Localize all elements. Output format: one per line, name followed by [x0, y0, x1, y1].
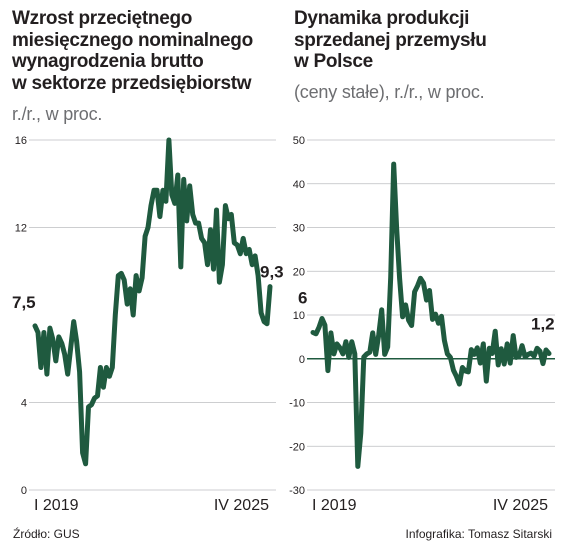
wages-series-line	[32, 137, 273, 467]
wages-chart-subtitle: r./r., w proc.	[12, 104, 103, 124]
industry-title-line-2: sprzedanej przemysłu	[294, 29, 487, 51]
wages-x-tick-1: IV 2025	[214, 497, 269, 514]
industry-chart-title: Dynamika produkcji sprzedanej przemysłu …	[294, 8, 487, 73]
industry-y-tick-labels: -30 -20 -10 0 10 20 30 40 50	[289, 135, 305, 497]
industry-y-tick-4: 10	[293, 310, 305, 322]
industry-series-line	[310, 161, 552, 469]
wages-end-value-label: 9,3	[260, 263, 284, 282]
industry-end-value-label: 1,2	[531, 315, 555, 334]
wages-series	[32, 137, 273, 467]
wages-title-line-4: w sektorze przedsiębiorstw	[12, 72, 252, 94]
industry-title-line-3: w Polsce	[294, 51, 373, 72]
wages-y-tick-1: 4	[21, 398, 27, 410]
industry-y-tick-3: 0	[299, 354, 305, 366]
industry-y-tick-6: 30	[293, 223, 305, 235]
source-note: Źródło: GUS	[13, 527, 80, 541]
wages-y-tick-0: 0	[21, 485, 27, 497]
industry-chart-subtitle: (ceny stałe), r./r., w proc.	[294, 82, 485, 102]
industry-chart-panel: Dynamika produkcji sprzedanej przemysłu …	[282, 0, 564, 520]
wages-x-tick-0: I 2019	[34, 497, 79, 514]
industry-y-tick-2: -10	[289, 398, 305, 410]
industry-x-tick-0: I 2019	[312, 497, 357, 514]
industry-x-tick-1: IV 2025	[493, 497, 548, 514]
wages-x-tick-labels: I 2019 IV 2025	[34, 497, 269, 514]
industry-x-tick-labels: I 2019 IV 2025	[312, 497, 548, 514]
wages-title-line-3: wynagrodzenia brutto	[12, 51, 204, 72]
industry-series	[310, 161, 552, 469]
wages-y-tick-2: 12	[15, 223, 27, 235]
wages-y-tick-labels: 0 4 12 16	[15, 135, 27, 497]
industry-y-tick-5: 20	[293, 266, 305, 278]
industry-y-tick-0: -30	[289, 485, 305, 497]
industry-y-tick-1: -20	[289, 441, 305, 453]
industry-y-tick-7: 40	[293, 179, 305, 191]
industry-grid	[307, 139, 555, 491]
infographic-credit: Infografika: Tomasz Sitarski	[405, 527, 552, 541]
wages-title-line-2: miesięcznego nominalnego	[12, 29, 253, 51]
wages-y-tick-3: 16	[15, 135, 27, 147]
wages-chart-title: Wzrost przeciętnego miesięcznego nominal…	[12, 8, 253, 94]
industry-title-line-1: Dynamika produkcji	[294, 8, 470, 29]
wages-annotations: 7,5 9,3	[12, 263, 284, 312]
industry-start-value-label: 6	[298, 289, 307, 308]
wages-start-value-label: 7,5	[12, 293, 36, 312]
industry-annotations: 61,2	[298, 289, 555, 334]
wages-title-line-1: Wzrost przeciętnego	[12, 8, 193, 29]
wages-chart-plot: 0 4 12 16 I 2019 IV 2025 7,5 9,3	[12, 135, 284, 514]
industry-y-tick-8: 50	[293, 135, 305, 147]
wages-chart-panel: Wzrost przeciętnego miesięcznego nominal…	[0, 0, 284, 520]
